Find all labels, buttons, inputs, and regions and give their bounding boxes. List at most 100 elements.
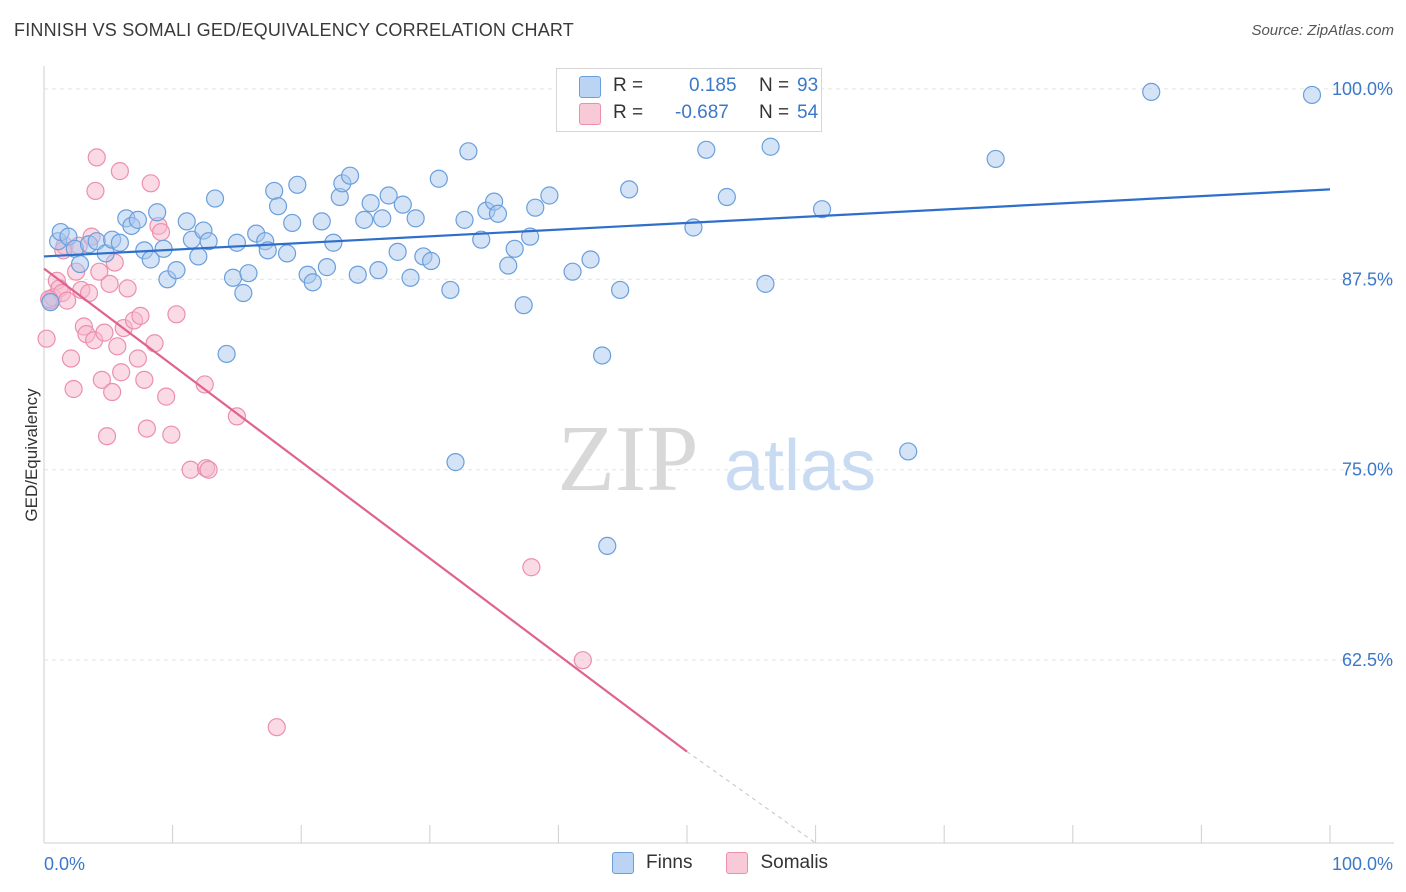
finns-point-13	[128, 210, 147, 229]
somalis-point-47	[199, 460, 218, 479]
chart-title: FINNISH VS SOMALI GED/EQUIVALENCY CORREL…	[14, 20, 574, 40]
finns-point-77	[598, 536, 617, 556]
finns-n-value: 93	[797, 75, 819, 96]
somalis-point-45	[195, 375, 214, 394]
finns-point-25	[205, 189, 225, 208]
somalis-point-42	[162, 425, 181, 444]
finns-point-46	[340, 166, 360, 185]
somalis-point-9	[64, 379, 83, 399]
finns-point-64	[472, 230, 491, 249]
finns-point-89	[899, 442, 918, 461]
axes	[43, 66, 1394, 844]
finns-point-91	[1142, 82, 1161, 102]
somalis-point-43	[167, 305, 186, 324]
finns-point-69	[505, 239, 524, 258]
somalis-point-37	[141, 174, 160, 193]
watermark: ZIP atlas	[558, 407, 877, 511]
somalis-point-31	[118, 279, 137, 298]
finns-point-90	[986, 149, 1005, 169]
somalis-point-24	[100, 274, 119, 293]
y-axis-label: GED/Equivalency	[22, 388, 41, 522]
finns-r-label: R =	[613, 75, 644, 96]
finns-point-50	[369, 261, 388, 280]
finns-n-label: N =	[759, 75, 790, 96]
finns-point-52	[379, 186, 398, 205]
finns-point-27	[223, 268, 243, 287]
watermark-atlas: atlas	[724, 426, 876, 506]
finns-point-92	[1302, 85, 1322, 105]
somalis-r-value: -0.687	[675, 102, 729, 123]
finns-trend-line	[43, 188, 1331, 258]
finns-point-36	[277, 244, 297, 263]
source-label: Source: ZipAtlas.com	[1251, 22, 1394, 39]
finns-points	[41, 81, 1322, 556]
finns-point-88	[812, 200, 832, 219]
somalis-point-35	[135, 370, 154, 389]
finns-point-75	[581, 250, 600, 269]
somalis-point-38	[145, 334, 164, 353]
finns-point-78	[611, 280, 630, 300]
somalis-point-29	[112, 363, 131, 382]
finns-point-85	[756, 274, 775, 293]
finns-point-51	[373, 209, 392, 228]
finns-point-67	[488, 204, 508, 223]
finns-point-30	[239, 264, 258, 283]
finns-point-49	[361, 194, 380, 213]
finns-legend-label: Finns	[646, 852, 693, 873]
finns-point-37	[283, 213, 302, 233]
somalis-trend-line	[43, 267, 688, 753]
trend-lines	[43, 188, 1331, 844]
finns-point-55	[401, 268, 420, 287]
somalis-point-28	[110, 162, 129, 181]
somalis-point-40	[151, 222, 171, 242]
watermark-zip: ZIP	[558, 407, 699, 511]
finns-legend-swatch	[612, 852, 634, 874]
x-tick-label-0: 0.0%	[44, 854, 85, 874]
finns-point-41	[312, 212, 331, 231]
y-tick-label-2: 87.5%	[1342, 269, 1393, 289]
series-legend: Finns Somalis	[612, 852, 862, 874]
finns-point-86	[761, 137, 780, 156]
finns-point-42	[317, 258, 337, 277]
finns-point-59	[429, 169, 448, 188]
finns-point-26	[217, 344, 236, 364]
somalis-point-50	[522, 558, 541, 577]
grid-lines	[44, 88, 1394, 661]
finns-point-24	[199, 232, 218, 251]
somalis-point-0	[37, 329, 56, 348]
finns-point-82	[697, 140, 716, 159]
finns-point-68	[499, 256, 518, 275]
finns-point-83	[717, 187, 736, 207]
legend-item-finns: Finns	[612, 852, 692, 874]
somalis-point-19	[87, 148, 106, 167]
finns-point-74	[563, 262, 582, 281]
somalis-point-8	[61, 349, 81, 368]
somalis-point-23	[97, 427, 117, 446]
finns-point-38	[288, 175, 307, 194]
somalis-swatch	[579, 103, 601, 125]
finns-point-61	[446, 453, 465, 472]
somalis-trend-extension	[686, 751, 816, 844]
finns-point-73	[540, 186, 559, 205]
somalis-legend-swatch	[726, 852, 749, 874]
finns-point-5	[70, 254, 90, 274]
finns-point-76	[593, 346, 612, 365]
finns-point-29	[234, 283, 253, 303]
finns-point-54	[393, 195, 412, 214]
finns-point-56	[406, 209, 425, 228]
finns-point-53	[388, 242, 407, 261]
tick-labels: 62.5% 75.0% 87.5% 100.0% 0.0% 100.0% GED/Equiv…	[22, 79, 1393, 874]
somalis-point-20	[90, 262, 109, 281]
somalis-point-49	[267, 718, 286, 737]
somalis-legend-label: Somalis	[760, 852, 829, 873]
finns-point-79	[620, 180, 639, 199]
finns-point-63	[459, 142, 478, 161]
somalis-point-22	[95, 323, 114, 342]
legend-item-somalis: Somalis	[726, 852, 828, 874]
finns-point-47	[348, 265, 367, 284]
y-tick-label-0: 62.5%	[1342, 650, 1393, 670]
stats-legend: R = 0.185 N = 93 R = -0.687 N = 54	[556, 68, 822, 132]
finns-point-20	[177, 212, 196, 231]
y-tick-label-1: 75.0%	[1342, 460, 1393, 480]
